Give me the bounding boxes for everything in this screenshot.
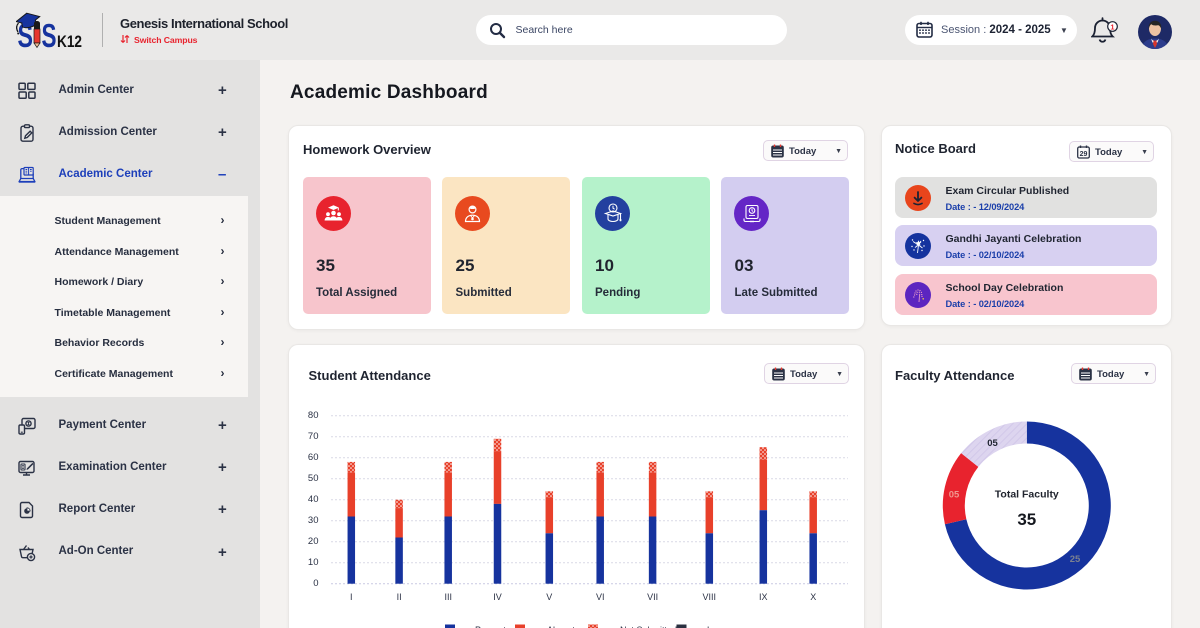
svg-text:Absent: Absent — [547, 625, 576, 628]
svg-text:V: V — [546, 592, 552, 602]
svg-text:VIII: VIII — [703, 592, 717, 602]
svg-text:29: 29 — [1080, 151, 1088, 158]
svg-text:VI: VI — [596, 592, 605, 602]
svg-text:25: 25 — [1070, 554, 1081, 565]
svg-text:05: 05 — [987, 438, 998, 449]
svg-text:1: 1 — [1110, 22, 1114, 31]
svg-text:I: I — [350, 592, 353, 602]
svg-text:Not Submitted: Not Submitted — [620, 625, 677, 628]
svg-text:10: 10 — [308, 557, 319, 568]
svg-text:II: II — [397, 592, 402, 602]
svg-text:Total Faculty: Total Faculty — [995, 489, 1059, 501]
svg-text:05: 05 — [949, 490, 960, 501]
svg-text:VII: VII — [647, 592, 658, 602]
svg-text:S: S — [42, 17, 57, 54]
svg-text:80: 80 — [308, 410, 319, 421]
svg-text:III: III — [444, 592, 452, 602]
svg-text:40: 40 — [308, 494, 319, 505]
svg-text:Present: Present — [475, 625, 507, 628]
svg-text:K12: K12 — [57, 33, 82, 51]
svg-text:70: 70 — [308, 431, 319, 442]
svg-text:50: 50 — [308, 473, 319, 484]
svg-text:60: 60 — [308, 452, 319, 463]
svg-text:IV: IV — [493, 592, 502, 602]
svg-text:0: 0 — [313, 578, 318, 589]
svg-text:IX: IX — [759, 592, 768, 602]
svg-text:20: 20 — [308, 536, 319, 547]
svg-text:Leave: Leave — [707, 625, 732, 628]
svg-text:35: 35 — [1017, 510, 1036, 529]
svg-text:X: X — [810, 592, 816, 602]
svg-text:30: 30 — [308, 515, 319, 526]
